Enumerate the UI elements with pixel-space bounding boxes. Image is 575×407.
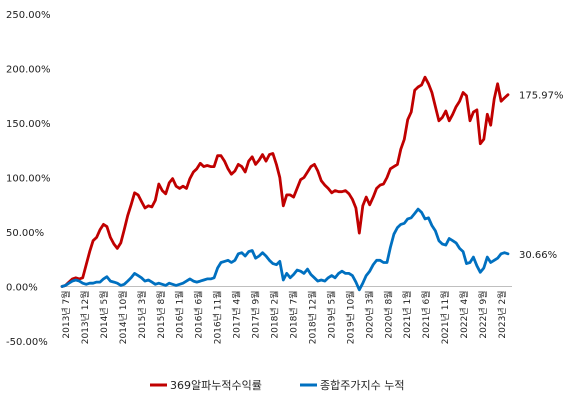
x-tick-label: 2021년 1월	[401, 291, 413, 339]
series-end-label: 175.97%	[519, 91, 564, 102]
x-tick-label: 2013년 12월	[79, 291, 91, 345]
x-tick-label: 2017년 4월	[231, 291, 243, 339]
x-tick-label: 2013년 7월	[60, 291, 72, 339]
x-tick-label: 2019년 5월	[325, 291, 337, 339]
x-tick-label: 2021년 6월	[420, 291, 432, 339]
y-tick-label: 150.00%	[6, 119, 51, 130]
y-tick-label: 0.00%	[6, 283, 38, 294]
legend-label: 종합주가지수 누적	[320, 379, 404, 392]
end-labels: 175.97% 30.66%	[519, 91, 564, 261]
x-tick-label: 2022년 4월	[458, 291, 470, 339]
series-line-1	[60, 75, 510, 288]
x-tick-label: 2015년 3월	[136, 291, 148, 339]
x-axis: 2013년 7월 2013년 12월 2014년 5월 2014년 10월 2015년 …	[60, 291, 508, 345]
x-tick-label: 2016년 1월	[174, 291, 186, 339]
y-tick-label: -50.00%	[6, 337, 48, 348]
y-tick-label: 200.00%	[6, 65, 51, 76]
series-end-label: 30.66%	[519, 250, 557, 261]
x-tick-label: 2014년 5월	[98, 291, 110, 339]
x-tick-label: 2018년 2월	[269, 291, 281, 339]
y-tick-label: 100.00%	[6, 174, 51, 185]
x-tick-label: 2019년 10월	[344, 291, 356, 345]
x-tick-label: 2023년 2월	[496, 291, 508, 339]
x-tick-label: 2016년 6월	[193, 291, 205, 339]
legend: 369알파누적수익률 종합주가지수 누적	[150, 378, 404, 392]
x-tick-label: 2018년 7월	[287, 291, 299, 339]
legend-label: 369알파누적수익률	[170, 378, 262, 392]
x-tick-label: 2014년 10월	[117, 291, 129, 345]
x-tick-label: 2018년 12월	[306, 291, 318, 345]
y-axis: -50.00% 0.00% 50.00% 100.00% 150.00% 200.00% 2…	[6, 10, 512, 348]
y-tick-label: 250.00%	[6, 10, 51, 21]
x-tick-label: 2020년 3월	[363, 291, 375, 339]
x-tick-label: 2016년 11월	[212, 291, 224, 345]
x-tick-label: 2015년 8월	[155, 291, 167, 339]
x-tick-label: 2017년 9월	[250, 291, 262, 339]
x-tick-label: 2020년 8월	[382, 291, 394, 339]
series-line-2	[60, 207, 510, 292]
x-tick-label: 2022년 9월	[477, 291, 489, 339]
y-tick-label: 50.00%	[6, 228, 44, 239]
x-tick-label: 2021년 11월	[439, 291, 451, 345]
series-layer	[60, 75, 510, 292]
